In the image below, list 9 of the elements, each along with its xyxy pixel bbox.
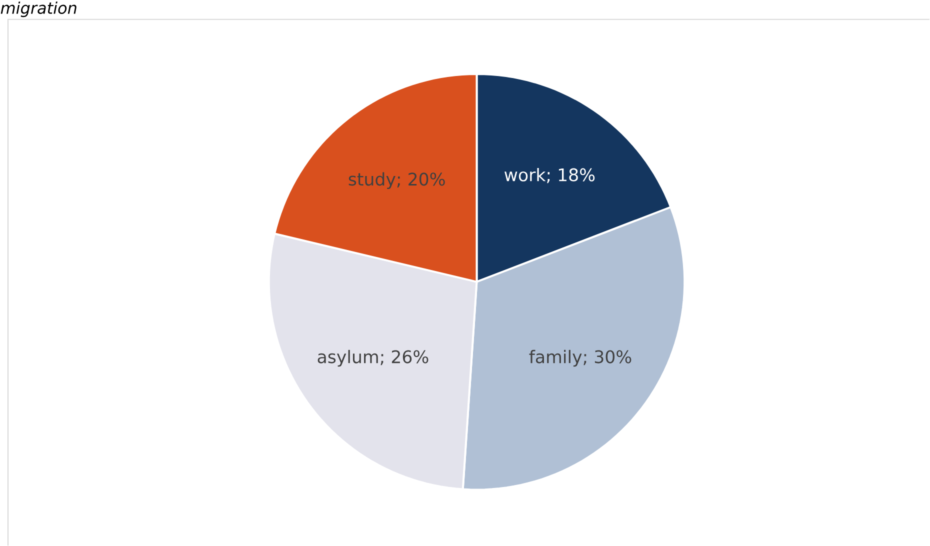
slice-label: asylum [318, 350, 378, 367]
data-label: ; 18% [547, 168, 595, 184]
data-label: ; 30% [584, 350, 632, 365]
data-label: ; 20% [397, 172, 445, 188]
slice-label: study [348, 172, 396, 189]
text: migration [0, 1, 76, 17]
data-label: ; 26% [380, 350, 428, 365]
slice-label: family [529, 350, 582, 367]
slice-label: work [504, 168, 546, 182]
